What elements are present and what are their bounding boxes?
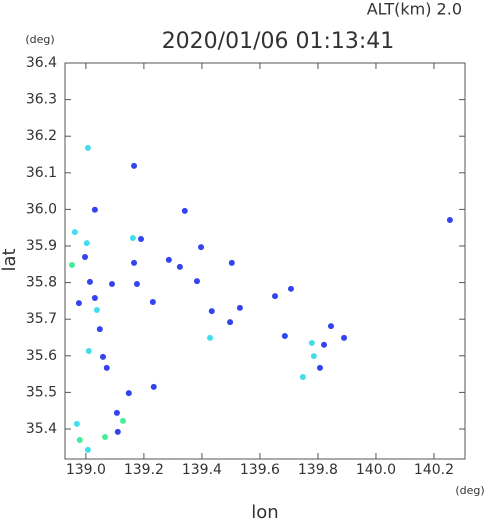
y-tick-label: 36.1 <box>26 165 57 181</box>
echo-point <box>85 348 92 355</box>
echo-point <box>272 293 279 300</box>
echo-point <box>198 244 205 251</box>
echo-point <box>287 285 294 292</box>
echo-point <box>96 326 103 333</box>
echo-point <box>228 259 235 266</box>
echo-point <box>165 256 172 263</box>
echo-point <box>114 428 121 435</box>
x-tick-label: 139.4 <box>182 462 222 478</box>
plot-frame <box>64 62 466 460</box>
echo-point <box>308 339 315 346</box>
echo-point <box>193 278 200 285</box>
y-tick-label: 36.0 <box>26 201 57 217</box>
echo-point <box>176 263 183 270</box>
y-unit: (deg) <box>25 33 54 46</box>
echo-point <box>150 383 157 390</box>
y-tick-label: 35.6 <box>26 348 57 364</box>
echo-point <box>103 364 110 371</box>
echo-point <box>73 420 80 427</box>
echo-point <box>341 334 348 341</box>
echo-point <box>91 294 98 301</box>
x-tick-label: 139.2 <box>124 462 164 478</box>
echo-point <box>82 253 89 260</box>
x-tick-label: 139.6 <box>240 462 280 478</box>
echo-point <box>299 374 306 381</box>
echo-point <box>149 298 156 305</box>
echo-point <box>86 278 93 285</box>
echo-point <box>208 308 215 315</box>
echo-point <box>83 240 90 247</box>
echo-point <box>76 436 83 443</box>
echo-point <box>84 446 91 453</box>
x-tick-label: 140.0 <box>356 462 396 478</box>
y-tick-label: 35.7 <box>26 311 57 327</box>
echo-point <box>68 262 75 269</box>
y-tick-label: 36.2 <box>26 128 57 144</box>
x-tick-label: 139.8 <box>298 462 338 478</box>
subtitle: ALT(km) 2.0 <box>367 0 462 19</box>
echo-point <box>446 217 453 224</box>
echo-point <box>327 323 334 330</box>
echo-point <box>181 207 188 214</box>
echo-point <box>316 364 323 371</box>
echo-point <box>137 236 144 243</box>
echo-point <box>131 259 138 266</box>
x-axis-label: lon <box>251 502 278 521</box>
echo-point <box>120 417 127 424</box>
echo-point <box>321 341 328 348</box>
echo-point <box>310 353 317 360</box>
y-tick-label: 36.4 <box>26 55 57 71</box>
echo-point <box>227 319 234 326</box>
chart-title: 2020/01/06 01:13:41 <box>162 29 395 54</box>
y-tick-label: 35.4 <box>26 421 57 437</box>
echo-point <box>236 304 243 311</box>
x-tick-label: 139.0 <box>66 462 106 478</box>
echo-point <box>281 333 288 340</box>
x-tick-label: 140.2 <box>414 462 454 478</box>
echo-point <box>93 307 100 314</box>
echo-point <box>102 434 109 441</box>
echo-point <box>129 234 136 241</box>
echo-point <box>99 353 106 360</box>
echo-point <box>84 144 91 151</box>
y-tick-label: 36.3 <box>26 92 57 108</box>
echo-point <box>133 281 140 288</box>
echo-point <box>75 300 82 307</box>
echo-point <box>91 206 98 213</box>
echo-point <box>71 229 78 236</box>
x-unit: (deg) <box>455 484 484 497</box>
echo-point <box>108 281 115 288</box>
echo-point <box>131 162 138 169</box>
y-tick-label: 35.9 <box>26 238 57 254</box>
echo-point <box>113 409 120 416</box>
y-tick-label: 35.8 <box>26 275 57 291</box>
y-axis-label: lat <box>0 248 20 271</box>
y-tick-label: 35.5 <box>26 384 57 400</box>
echo-point <box>125 390 132 397</box>
echo-point <box>207 334 214 341</box>
